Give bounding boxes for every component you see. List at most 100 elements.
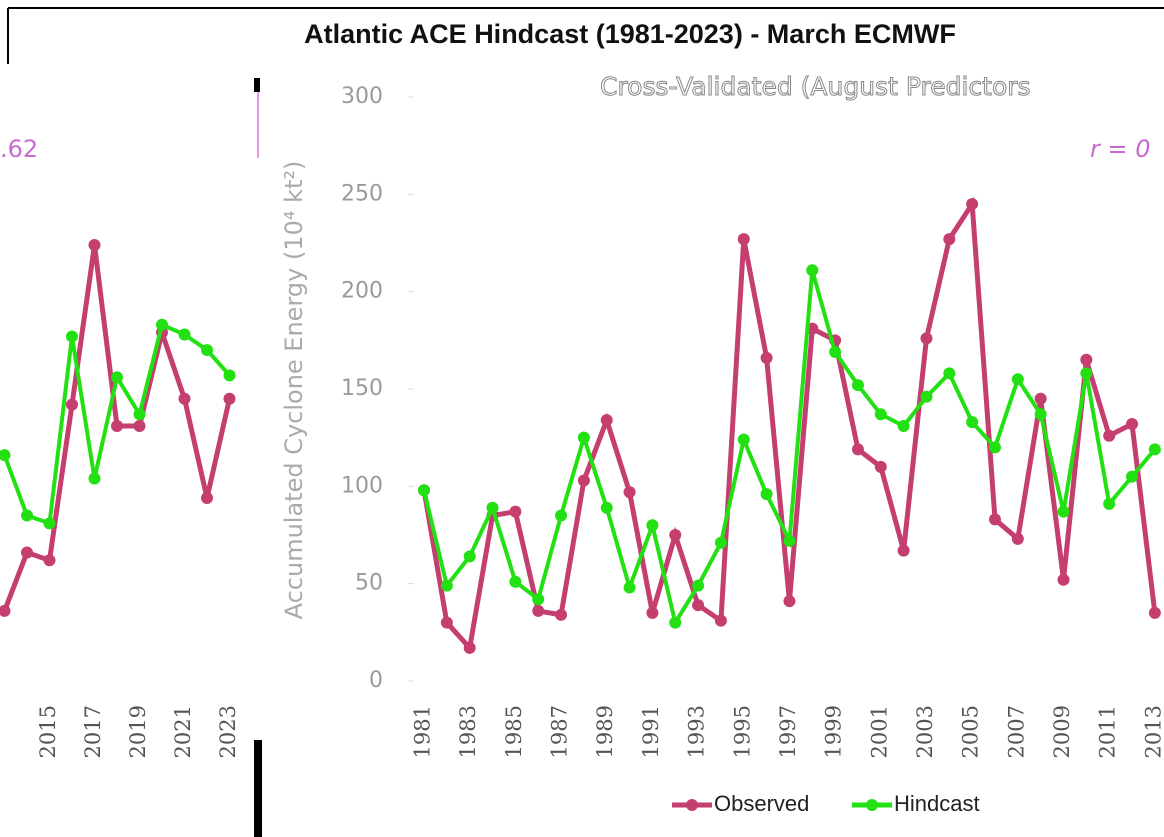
data-point	[623, 581, 636, 594]
y-tick-label: 100	[341, 473, 383, 498]
data-point	[966, 198, 979, 211]
data-point	[897, 419, 910, 432]
data-point	[760, 488, 773, 501]
x-tick-label: 2001	[867, 705, 891, 758]
data-point	[920, 332, 933, 345]
chart-title: Atlantic ACE Hindcast (1981-2023) - Marc…	[304, 19, 956, 49]
x-tick-label: 1993	[685, 705, 709, 758]
data-point	[555, 509, 568, 522]
x-tick-label: 2003	[913, 705, 937, 758]
data-point	[760, 351, 773, 364]
data-point	[669, 529, 682, 541]
glitch-bar	[254, 740, 262, 837]
data-point	[1034, 408, 1047, 421]
data-point	[783, 534, 796, 547]
annotation: r = 0	[1090, 135, 1151, 163]
data-point	[532, 604, 545, 617]
legend-marker	[686, 799, 698, 811]
data-point	[897, 544, 910, 557]
data-point	[600, 501, 613, 514]
data-point	[988, 441, 1001, 454]
data-point	[1011, 532, 1024, 545]
x-tick-label: 2023	[216, 705, 240, 758]
data-point	[463, 550, 476, 563]
data-point	[600, 414, 613, 427]
data-point	[21, 509, 33, 522]
data-point	[111, 419, 123, 432]
legend-label: Observed	[714, 791, 809, 816]
x-tick-label: 1997	[776, 705, 800, 758]
data-point	[851, 443, 864, 456]
y-tick-label: 250	[341, 181, 383, 206]
data-point	[88, 238, 101, 251]
data-point	[440, 616, 453, 629]
x-tick-label: 1995	[730, 705, 754, 758]
subtitle: Cross-Validated (August Predictors	[600, 72, 1031, 101]
data-point	[577, 431, 590, 444]
data-point	[874, 408, 887, 421]
data-point	[509, 575, 522, 588]
x-tick-label: 2011	[1096, 705, 1120, 758]
data-point	[829, 346, 842, 359]
data-point	[692, 579, 705, 592]
x-tick-label: 1989	[593, 705, 617, 758]
x-tick-label: 1983	[456, 705, 480, 758]
data-point	[1057, 573, 1070, 586]
y-tick-label: 50	[355, 571, 383, 596]
data-point	[0, 604, 11, 617]
data-point	[156, 318, 168, 331]
legend-label: Hindcast	[894, 791, 980, 816]
data-point	[966, 416, 979, 429]
data-point	[943, 233, 956, 246]
data-point	[806, 264, 819, 277]
annotation: .62	[0, 135, 38, 163]
x-tick-label: 1991	[639, 705, 663, 758]
legend-marker	[866, 799, 878, 811]
data-point	[851, 379, 864, 392]
data-point	[714, 536, 727, 549]
x-tick-label: 2017	[81, 705, 105, 758]
data-point	[201, 344, 213, 357]
data-point	[43, 554, 56, 567]
data-point	[1057, 505, 1070, 518]
x-tick-label: 2013	[1141, 705, 1164, 758]
y-tick-label: 200	[341, 279, 383, 304]
x-tick-label: 1999	[822, 705, 846, 758]
data-point	[223, 392, 236, 405]
data-point	[1148, 606, 1161, 619]
x-tick-label: 1987	[548, 705, 572, 758]
x-tick-label: 2007	[1004, 705, 1028, 758]
data-point	[178, 392, 191, 405]
data-point	[133, 419, 146, 432]
data-point	[201, 492, 213, 505]
data-point	[0, 449, 11, 462]
data-point	[486, 501, 499, 514]
data-point	[1103, 429, 1116, 442]
data-point	[669, 616, 682, 629]
data-point	[692, 599, 705, 612]
data-point	[223, 369, 236, 382]
data-point	[920, 390, 933, 403]
data-point	[133, 408, 146, 421]
data-point	[714, 614, 727, 627]
x-tick-label: 1985	[502, 705, 526, 758]
x-tick-label: 2015	[36, 705, 60, 758]
x-tick-label: 2009	[1050, 705, 1074, 758]
x-tick-label: 2021	[171, 705, 195, 758]
data-point	[623, 486, 636, 499]
data-point	[577, 474, 590, 487]
x-tick-label: 2019	[126, 705, 150, 758]
data-point	[1126, 418, 1139, 431]
x-tick-label: 2005	[959, 705, 983, 758]
data-point	[646, 519, 659, 532]
data-point	[509, 505, 522, 518]
data-point	[1148, 443, 1161, 456]
data-point	[463, 641, 476, 654]
data-point	[1034, 392, 1047, 405]
data-point	[532, 593, 545, 606]
data-point	[88, 472, 101, 485]
y-axis-label: Accumulated Cyclone Energy (10⁴ kt²)	[280, 161, 308, 620]
y-tick-label: 300	[341, 84, 383, 109]
data-point	[1126, 470, 1139, 483]
data-point	[66, 330, 78, 343]
